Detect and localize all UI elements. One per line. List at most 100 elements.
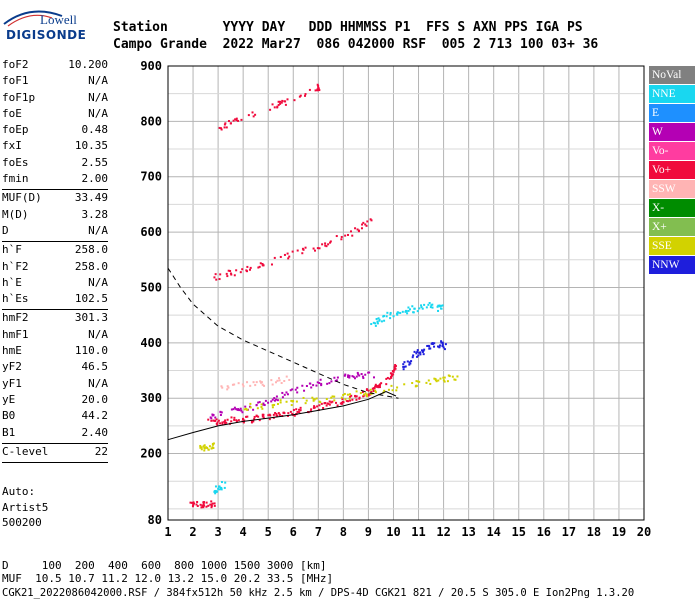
echo-point (367, 393, 370, 396)
echo-point (387, 388, 390, 391)
echo-point (262, 403, 265, 406)
echo-point (442, 379, 445, 382)
echo-point (242, 417, 245, 420)
param-separator (2, 309, 108, 311)
echo-point (441, 341, 444, 344)
echo-point (313, 405, 316, 408)
echo-point (331, 395, 334, 398)
echo-point (369, 392, 372, 395)
echo-point (437, 309, 440, 312)
echo-point (252, 420, 255, 423)
echo-point (291, 388, 294, 391)
echo-point (438, 346, 441, 349)
echo-point (389, 313, 392, 316)
echo-point (304, 402, 307, 405)
echo-point (402, 368, 405, 371)
echo-point (378, 384, 381, 387)
echo-point (226, 385, 229, 388)
echo-point (350, 394, 353, 397)
echo-point (415, 380, 418, 383)
echo-point (340, 401, 343, 404)
param-label: fmin (2, 172, 29, 186)
param-row: C-level 22 (0, 445, 110, 461)
echo-point (212, 447, 215, 450)
echo-point (328, 382, 331, 385)
echo-point (397, 311, 400, 314)
legend-item: E (649, 104, 695, 122)
echo-point (196, 505, 199, 508)
echo-point (333, 376, 336, 379)
param-value: 2.55 (81, 155, 109, 169)
echo-point (200, 446, 203, 449)
x-tick-label: 15 (512, 525, 526, 539)
echo-point (437, 379, 440, 382)
echo-point (410, 360, 413, 363)
echo-point (340, 235, 343, 238)
echo-point (390, 373, 393, 376)
param-value: N/A (88, 376, 108, 390)
echo-point (352, 375, 355, 378)
echo-point (270, 263, 273, 266)
param-row: h`F 258.0 (0, 243, 110, 259)
echo-point (273, 403, 276, 406)
echo-point (286, 393, 289, 396)
echo-point (270, 379, 273, 382)
echo-point (275, 395, 278, 398)
echo-point (340, 402, 343, 405)
echo-point (213, 502, 216, 505)
echo-point (415, 352, 418, 355)
echo-point (274, 411, 277, 414)
echo-point (251, 111, 254, 114)
echo-point (243, 419, 246, 422)
echo-point (227, 386, 230, 389)
echo-point (299, 406, 302, 409)
echo-point (388, 377, 391, 380)
echo-point (335, 401, 338, 404)
param-label: foF1p (2, 90, 36, 104)
param-label: h`F2 (2, 259, 29, 273)
echo-point (214, 485, 217, 488)
echo-point (216, 490, 219, 493)
echo-point (428, 301, 431, 304)
param-separator (2, 241, 108, 243)
echo-point (372, 376, 375, 379)
echo-point (333, 399, 336, 402)
echo-point (356, 228, 359, 231)
legend-item: NNE (649, 85, 695, 103)
echo-point (203, 446, 206, 449)
echo-point (271, 398, 274, 401)
y-tick-label: 300 (140, 391, 162, 405)
param-value: N/A (88, 74, 108, 88)
echo-point (256, 407, 259, 410)
echo-point (386, 311, 389, 314)
echo-point (357, 230, 360, 233)
echo-point (214, 492, 217, 495)
echo-point (216, 423, 219, 426)
echo-point (425, 306, 428, 309)
param-row: foEp 0.48 (0, 123, 110, 139)
echo-point (279, 255, 282, 258)
echo-point (379, 383, 382, 386)
echo-point (205, 446, 208, 449)
echo-point (328, 400, 331, 403)
echo-point (262, 264, 265, 267)
x-tick-label: 7 (315, 525, 322, 539)
echo-point (312, 384, 315, 387)
y-tick-label: 900 (140, 59, 162, 73)
echo-point (243, 408, 246, 411)
echo-point (276, 379, 279, 382)
echo-point (215, 418, 218, 421)
param-value: 258.0 (74, 259, 108, 273)
echo-point (406, 360, 409, 363)
echo-point (252, 115, 255, 118)
param-label: h`F (2, 243, 22, 257)
echo-point (403, 383, 406, 386)
echo-point (260, 405, 263, 408)
param-value: 20.0 (81, 392, 109, 406)
echo-point (385, 315, 388, 318)
echo-point (291, 250, 294, 253)
echo-point (273, 106, 276, 109)
echo-point (220, 385, 223, 388)
echo-point (276, 106, 279, 109)
